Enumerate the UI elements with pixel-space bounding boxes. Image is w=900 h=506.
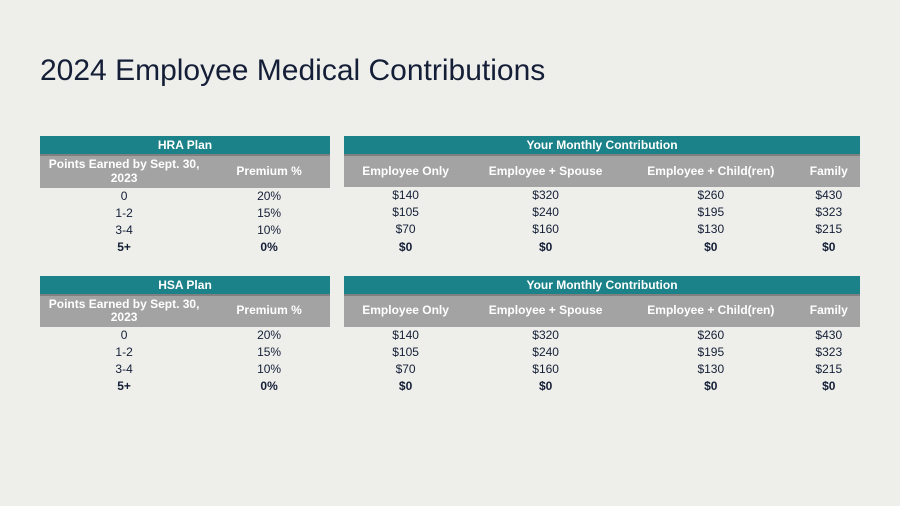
cell: 15% (208, 344, 330, 361)
col-header: Points Earned by Sept. 30, 2023 (40, 295, 208, 328)
hra-plan-table: HRA Plan Points Earned by Sept. 30, 2023… (40, 136, 330, 256)
table-row: $70 $160 $130 $215 (344, 361, 860, 378)
table-row: 0 20% (40, 188, 330, 205)
cell: $0 (344, 378, 467, 395)
col-header: Employee Only (344, 155, 467, 187)
col-header: Points Earned by Sept. 30, 2023 (40, 155, 208, 188)
cell: $260 (624, 327, 798, 344)
cell: 5+ (40, 378, 208, 395)
cell: $130 (624, 361, 798, 378)
cell: $320 (467, 187, 624, 204)
cell: $240 (467, 204, 624, 221)
table-title: Your Monthly Contribution (344, 136, 860, 155)
cell: $240 (467, 344, 624, 361)
col-header: Family (798, 155, 860, 187)
table-row: 1-2 15% (40, 344, 330, 361)
cell: $323 (798, 204, 860, 221)
table-row: 5+ 0% (40, 239, 330, 256)
table-row: 5+ 0% (40, 378, 330, 395)
table-row: 3-4 10% (40, 361, 330, 378)
table-row: $105 $240 $195 $323 (344, 344, 860, 361)
cell: $105 (344, 344, 467, 361)
section-hsa: HSA Plan Points Earned by Sept. 30, 2023… (40, 276, 860, 396)
table-row: $140 $320 $260 $430 (344, 187, 860, 204)
hsa-contribution-table: Your Monthly Contribution Employee Only … (344, 276, 860, 396)
col-header: Family (798, 295, 860, 327)
table-title: Your Monthly Contribution (344, 276, 860, 295)
cell: $140 (344, 187, 467, 204)
cell: $0 (344, 238, 467, 255)
cell: 0% (208, 378, 330, 395)
cell: $195 (624, 204, 798, 221)
cell: $0 (467, 238, 624, 255)
table-title: HSA Plan (40, 276, 330, 295)
table-row: $0 $0 $0 $0 (344, 238, 860, 255)
section-hra: HRA Plan Points Earned by Sept. 30, 2023… (40, 136, 860, 256)
cell: $70 (344, 221, 467, 238)
col-header: Employee + Child(ren) (624, 295, 798, 327)
cell: $140 (344, 327, 467, 344)
cell: $160 (467, 221, 624, 238)
cell: 20% (208, 327, 330, 344)
col-header: Employee + Spouse (467, 155, 624, 187)
hsa-plan-table: HSA Plan Points Earned by Sept. 30, 2023… (40, 276, 330, 396)
cell: 0 (40, 327, 208, 344)
cell: $105 (344, 204, 467, 221)
cell: 5+ (40, 239, 208, 256)
cell: 1-2 (40, 205, 208, 222)
table-row: 1-2 15% (40, 205, 330, 222)
cell: $0 (798, 238, 860, 255)
cell: $130 (624, 221, 798, 238)
col-header: Employee + Child(ren) (624, 155, 798, 187)
table-row: $140 $320 $260 $430 (344, 327, 860, 344)
cell: $215 (798, 221, 860, 238)
cell: 20% (208, 188, 330, 205)
cell: $0 (624, 378, 798, 395)
cell: 0 (40, 188, 208, 205)
cell: 10% (208, 361, 330, 378)
cell: $320 (467, 327, 624, 344)
table-title: HRA Plan (40, 136, 330, 155)
table-row: 0 20% (40, 327, 330, 344)
table-row: $70 $160 $130 $215 (344, 221, 860, 238)
table-row: $0 $0 $0 $0 (344, 378, 860, 395)
col-header: Premium % (208, 155, 330, 188)
cell: $0 (798, 378, 860, 395)
cell: $195 (624, 344, 798, 361)
cell: 15% (208, 205, 330, 222)
cell: 3-4 (40, 361, 208, 378)
cell: 10% (208, 222, 330, 239)
cell: $323 (798, 344, 860, 361)
cell: $0 (624, 238, 798, 255)
cell: $215 (798, 361, 860, 378)
cell: $0 (467, 378, 624, 395)
cell: 3-4 (40, 222, 208, 239)
table-row: $105 $240 $195 $323 (344, 204, 860, 221)
cell: $260 (624, 187, 798, 204)
col-header: Employee + Spouse (467, 295, 624, 327)
hra-contribution-table: Your Monthly Contribution Employee Only … (344, 136, 860, 256)
cell: $160 (467, 361, 624, 378)
page-title: 2024 Employee Medical Contributions (40, 54, 860, 88)
col-header: Premium % (208, 295, 330, 328)
cell: $430 (798, 187, 860, 204)
cell: 1-2 (40, 344, 208, 361)
cell: $70 (344, 361, 467, 378)
cell: 0% (208, 239, 330, 256)
table-row: 3-4 10% (40, 222, 330, 239)
cell: $430 (798, 327, 860, 344)
col-header: Employee Only (344, 295, 467, 327)
